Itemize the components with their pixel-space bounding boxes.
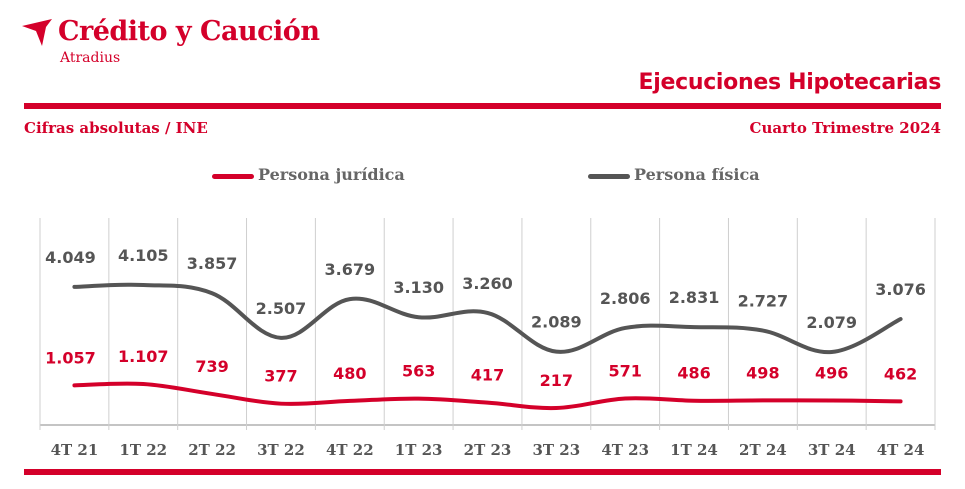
brand-sub: Atradius (60, 50, 121, 66)
x-tick-label: 2T 24 (739, 441, 787, 459)
x-tick-label: 1T 23 (395, 441, 443, 459)
data-label-juridica: 496 (815, 363, 848, 382)
data-label-fisica: 2.079 (806, 313, 857, 332)
series-line-fisica (72, 282, 903, 355)
bottom-divider (24, 469, 941, 475)
x-tick-label: 3T 23 (532, 441, 580, 459)
arrow-logo-icon (22, 19, 52, 46)
top-divider (24, 103, 941, 109)
data-label-juridica: 377 (264, 367, 297, 386)
brand-logo: Crédito y Caución Atradius (20, 10, 340, 70)
legend-label-juridica: Persona jurídica (258, 165, 405, 184)
data-label-juridica: 563 (402, 362, 435, 381)
data-label-juridica: 1.107 (118, 347, 169, 366)
legend-swatch-fisica (588, 174, 630, 179)
data-label-fisica: 3.260 (462, 274, 513, 293)
data-label-fisica: 3.130 (393, 278, 444, 297)
x-tick-label: 1T 24 (670, 441, 718, 459)
x-tick-label: 3T 22 (257, 441, 305, 459)
chart-subtitle: Cifras absolutas / INE (24, 119, 208, 137)
data-label-fisica: 2.806 (600, 289, 651, 308)
data-label-fisica: 3.076 (875, 280, 926, 299)
legend-label-fisica: Persona física (634, 165, 760, 184)
data-label-juridica: 571 (608, 361, 641, 380)
x-tick-label: 4T 24 (877, 441, 925, 459)
data-label-fisica: 2.727 (738, 292, 789, 311)
data-label-juridica: 462 (884, 364, 917, 383)
x-tick-label: 2T 23 (464, 441, 512, 459)
series-line-juridica (72, 381, 903, 411)
data-label-fisica: 2.831 (669, 288, 720, 307)
page-title: Ejecuciones Hipotecarias (638, 70, 942, 95)
x-tick-label: 4T 23 (601, 441, 649, 459)
x-tick-label: 3T 24 (808, 441, 856, 459)
x-tick-label: 2T 22 (188, 441, 236, 459)
data-label-fisica: 2.089 (531, 313, 582, 332)
brand-name: Crédito y Caución (58, 16, 320, 47)
legend-swatch-juridica (212, 174, 254, 179)
x-tick-label: 1T 22 (119, 441, 167, 459)
x-tick-label: 4T 22 (326, 441, 374, 459)
data-label-juridica: 739 (195, 357, 228, 376)
data-label-fisica: 4.049 (45, 248, 96, 267)
data-label-juridica: 417 (471, 366, 504, 385)
data-label-juridica: 1.057 (45, 348, 96, 367)
data-label-juridica: 486 (677, 364, 710, 383)
data-label-fisica: 2.507 (256, 299, 307, 318)
data-label-juridica: 498 (746, 363, 779, 382)
data-label-fisica: 3.679 (325, 260, 376, 279)
period-label: Cuarto Trimestre 2024 (749, 119, 942, 137)
data-label-juridica: 480 (333, 364, 366, 383)
data-label-fisica: 4.105 (118, 246, 169, 265)
data-label-juridica: 217 (540, 371, 573, 390)
x-tick-label: 4T 21 (51, 441, 99, 459)
data-label-fisica: 3.857 (187, 254, 238, 273)
